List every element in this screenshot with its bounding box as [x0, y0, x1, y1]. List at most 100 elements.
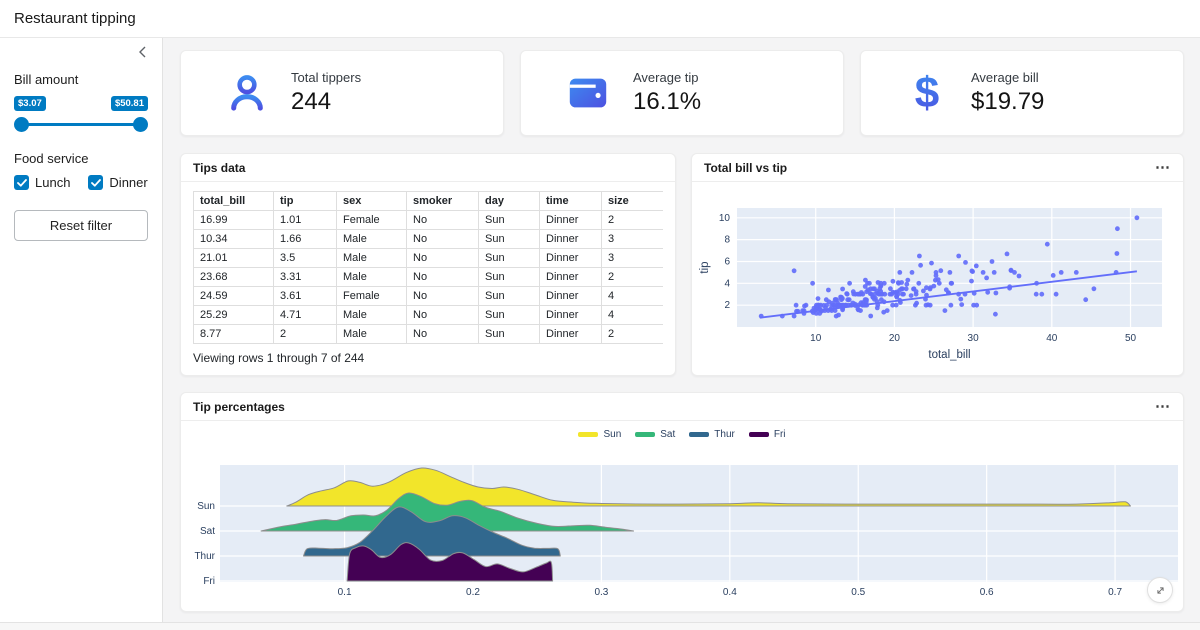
ridge-legend: Sun Sat Thur Fri — [181, 421, 1183, 447]
dollar-icon: $ — [915, 69, 939, 118]
table-cell: Male — [336, 324, 407, 344]
checkbox-dinner-label: Dinner — [109, 175, 148, 191]
food-service-label: Food service — [14, 151, 89, 167]
svg-text:0.1: 0.1 — [338, 587, 352, 598]
check-icon — [91, 178, 101, 187]
table-cell: 4.71 — [273, 305, 337, 325]
food-service-options: Lunch Dinner — [14, 175, 148, 191]
table-cell: No — [406, 324, 479, 344]
value-box-value: 16.1% — [633, 88, 702, 115]
table-cell: 1.01 — [273, 210, 337, 230]
value-box-label: Average bill — [971, 70, 1039, 85]
svg-text:10: 10 — [719, 213, 731, 224]
svg-text:0.5: 0.5 — [851, 587, 865, 598]
slider-handle-max[interactable] — [133, 117, 148, 133]
table-row: 23.68 3.31 Male No Sun Dinner 2 — [193, 267, 663, 287]
main-content: Total tippers 244 Average tip 16.1% — [163, 38, 1200, 622]
ellipsis-menu-icon[interactable]: ⋯ — [1155, 398, 1171, 415]
top-header-bar: Restaurant tipping — [0, 0, 1200, 38]
expand-icon — [1156, 586, 1164, 594]
table-cell: 10.34 — [193, 229, 274, 249]
svg-text:4: 4 — [724, 278, 730, 289]
table-cell: No — [406, 267, 479, 287]
svg-text:0.7: 0.7 — [1108, 587, 1122, 598]
svg-text:20: 20 — [889, 333, 901, 344]
svg-text:8: 8 — [724, 235, 730, 246]
table-row: 24.59 3.61 Female No Sun Dinner 4 — [193, 286, 663, 306]
table-row: 8.77 2 Male No Sun Dinner 2 — [193, 324, 663, 344]
slider-max-badge: $50.81 — [110, 96, 148, 112]
legend-item-sat[interactable]: Sat — [635, 429, 675, 440]
bill-amount-label: Bill amount — [14, 72, 79, 87]
table-column-header: tip — [273, 191, 337, 211]
value-box-row: Total tippers 244 Average tip 16.1% — [180, 50, 1184, 136]
legend-item-fri[interactable]: Fri — [748, 428, 786, 440]
checkbox-lunch[interactable]: Lunch — [14, 175, 71, 191]
check-icon — [16, 178, 27, 187]
ridgeline-chart-card: Tip percentages ⋯ Sun Sat Thur Fri 0.1 0.2 0.… — [180, 392, 1184, 612]
checkbox-lunch-label: Lunch — [35, 175, 71, 191]
svg-text:0.6: 0.6 — [980, 587, 994, 598]
table-row: 21.01 3.5 Male No Sun Dinner 3 — [193, 248, 663, 268]
reset-filter-button[interactable]: Reset filter — [14, 210, 148, 242]
legend-label: Thur — [714, 428, 735, 440]
svg-text:10: 10 — [810, 333, 822, 344]
table-column-header: smoker — [406, 191, 479, 211]
slider-track — [21, 123, 141, 127]
legend-swatch — [748, 431, 769, 437]
table-cell: 3 — [601, 229, 663, 249]
value-box-value: $19.79 — [971, 88, 1045, 115]
table-cell: Sun — [478, 267, 540, 287]
ridgeline-plot[interactable]: 0.1 0.2 0.3 0.4 0.5 0.6 0.7 Sun Sat Thur Fri — [181, 447, 1183, 611]
expand-fullscreen-button[interactable] — [1147, 577, 1173, 603]
table-row: 10.34 1.66 Male No Sun Dinner 3 — [193, 229, 663, 249]
legend-swatch — [578, 431, 599, 437]
table-cell: Sun — [478, 229, 540, 249]
filter-sidebar: Bill amount $3.07 $50.81 Food service Lu… — [0, 38, 163, 622]
scatter-plot[interactable]: 10 20 30 40 50 2 4 6 8 10 total_bill tip — [692, 182, 1183, 375]
svg-text:40: 40 — [1046, 333, 1058, 344]
table-cell: No — [406, 248, 479, 268]
table-cell: Sun — [478, 248, 540, 268]
slider-handle-min[interactable] — [14, 117, 29, 133]
table-cell: 21.01 — [193, 248, 274, 268]
table-cell: Female — [336, 210, 407, 230]
legend-label: Fri — [773, 428, 786, 440]
bottom-strip — [0, 622, 1200, 630]
table-cell: Sun — [478, 286, 540, 306]
table-cell: Dinner — [539, 305, 602, 325]
legend-item-thur[interactable]: Thur — [689, 429, 735, 440]
checkbox-checked-icon[interactable] — [88, 175, 104, 191]
svg-text:2: 2 — [724, 300, 730, 311]
page-title: Restaurant tipping — [14, 10, 136, 27]
table-cell: 8.77 — [193, 324, 274, 344]
ellipsis-menu-icon[interactable]: ⋯ — [1155, 159, 1171, 176]
tips-table-scroll-area[interactable]: total_bill tip sex smoker day time size 16.99 1.… — [193, 191, 663, 348]
svg-text:tip: tip — [699, 261, 711, 273]
sidebar-collapse-button[interactable] — [134, 44, 150, 60]
table-cell: 16.99 — [193, 210, 274, 230]
table-cell: Dinner — [539, 286, 602, 306]
legend-item-sun[interactable]: Sun — [578, 429, 621, 440]
table-cell: Sun — [478, 210, 540, 230]
table-cell: 3.31 — [273, 267, 337, 287]
checkbox-checked-icon[interactable] — [14, 175, 29, 191]
legend-swatch — [635, 431, 656, 437]
svg-text:Sat: Sat — [200, 526, 215, 537]
scatter-card-title: Total bill vs tip — [704, 160, 788, 175]
table-cell: Dinner — [539, 210, 602, 230]
svg-text:Thur: Thur — [194, 551, 215, 562]
table-cell: 3 — [601, 248, 663, 268]
value-box-average-bill: $ Average bill $19.79 — [860, 50, 1184, 136]
table-cell: Dinner — [539, 229, 602, 249]
bill-amount-slider[interactable] — [14, 116, 148, 133]
table-cell: 4 — [601, 286, 663, 306]
checkbox-dinner[interactable]: Dinner — [88, 175, 148, 191]
value-box-label: Total tippers — [291, 70, 362, 85]
table-cell: Male — [336, 248, 407, 268]
table-cell: Male — [336, 267, 407, 287]
table-cell: 2 — [601, 324, 663, 344]
table-column-header: size — [601, 191, 663, 211]
svg-text:Sun: Sun — [197, 501, 215, 512]
